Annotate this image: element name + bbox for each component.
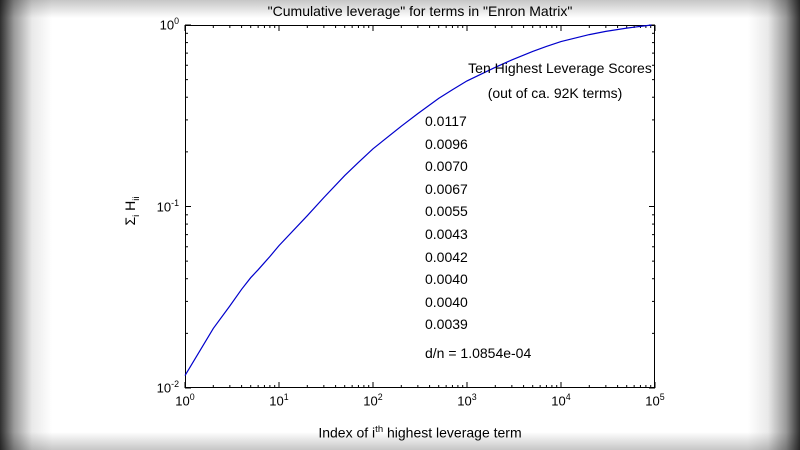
- x-tick-label: 101: [269, 392, 289, 409]
- leverage-scores-list: 0.0117 0.0096 0.0070 0.0067 0.0055 0.004…: [425, 110, 468, 336]
- d-over-n-label: d/n = 1.0854e-04: [425, 345, 532, 361]
- x-tick-label: 102: [363, 392, 383, 409]
- chart-title: "Cumulative leverage" for terms in "Enro…: [267, 3, 573, 19]
- leverage-score: 0.0040: [425, 293, 468, 310]
- x-tick-label: 100: [175, 392, 195, 409]
- y-tick-label: 10-1: [156, 197, 179, 214]
- ylabel-sigma: Σ: [122, 216, 138, 226]
- x-axis-label: Index of ith highest leverage term: [185, 424, 655, 441]
- xlabel-sup: th: [375, 424, 384, 435]
- ylabel-sigma-sub: i: [130, 214, 142, 217]
- annotation-heading: Ten Highest Leverage Scores: [468, 60, 652, 76]
- leverage-score: 0.0070: [425, 158, 468, 175]
- leverage-score: 0.0117: [425, 113, 467, 129]
- leverage-score: 0.0043: [425, 225, 468, 242]
- y-tick-label: 100: [159, 16, 179, 33]
- leverage-score: 0.0042: [425, 248, 468, 265]
- leverage-score: 0.0040: [425, 271, 468, 288]
- axis-ticks: [184, 24, 656, 389]
- x-tick-label: 105: [645, 392, 665, 409]
- axis-box: [185, 25, 655, 388]
- leverage-score: 0.0096: [425, 135, 468, 152]
- leverage-score: 0.0039: [425, 316, 468, 333]
- x-tick-label: 104: [551, 392, 571, 409]
- xlabel-part2: highest leverage term: [383, 424, 522, 441]
- plot-area: [184, 24, 656, 389]
- leverage-score: 0.0067: [425, 180, 468, 197]
- leverage-score: 0.0055: [425, 203, 468, 220]
- leverage-curve: [184, 24, 652, 376]
- y-tick-label: 10-2: [156, 379, 179, 396]
- xlabel-part1: Index of i: [318, 424, 376, 441]
- x-tick-label: 103: [457, 392, 477, 409]
- annotation-subheading: (out of ca. 92K terms): [487, 85, 623, 101]
